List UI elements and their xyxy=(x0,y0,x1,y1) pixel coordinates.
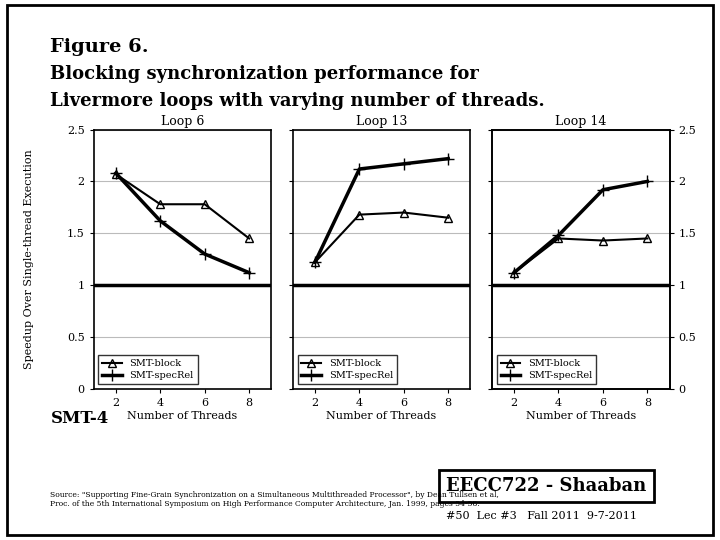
X-axis label: Number of Threads: Number of Threads xyxy=(127,410,238,421)
X-axis label: Number of Threads: Number of Threads xyxy=(326,410,437,421)
Legend: SMT-block, SMT-specRel: SMT-block, SMT-specRel xyxy=(99,355,198,384)
Title: Loop 13: Loop 13 xyxy=(356,116,408,129)
Text: Blocking synchronization performance for: Blocking synchronization performance for xyxy=(50,65,480,83)
Legend: SMT-block, SMT-specRel: SMT-block, SMT-specRel xyxy=(497,355,596,384)
Title: Loop 6: Loop 6 xyxy=(161,116,204,129)
Text: Figure 6.: Figure 6. xyxy=(50,38,149,56)
Title: Loop 14: Loop 14 xyxy=(555,116,606,129)
Legend: SMT-block, SMT-specRel: SMT-block, SMT-specRel xyxy=(297,355,397,384)
Text: #50  Lec #3   Fall 2011  9-7-2011: #50 Lec #3 Fall 2011 9-7-2011 xyxy=(446,511,637,521)
Text: Livermore loops with varying number of threads.: Livermore loops with varying number of t… xyxy=(50,92,545,110)
X-axis label: Number of Threads: Number of Threads xyxy=(526,410,636,421)
Text: Speedup Over Single-thread Execution: Speedup Over Single-thread Execution xyxy=(24,150,34,369)
Text: EECC722 - Shaaban: EECC722 - Shaaban xyxy=(446,477,647,495)
Text: Source: "Supporting Fine-Grain Synchronization on a Simultaneous Multithreaded P: Source: "Supporting Fine-Grain Synchroni… xyxy=(50,491,499,508)
Text: SMT-4: SMT-4 xyxy=(50,410,109,427)
